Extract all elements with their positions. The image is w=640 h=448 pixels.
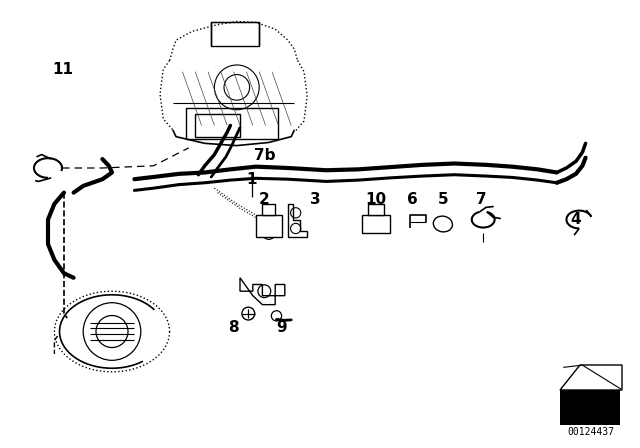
Text: 10: 10 <box>365 192 387 207</box>
Ellipse shape <box>433 216 452 232</box>
Bar <box>368 204 384 215</box>
Bar <box>362 215 390 233</box>
Text: 1: 1 <box>246 172 257 187</box>
Bar <box>262 204 275 215</box>
Bar <box>256 215 282 237</box>
Text: 5: 5 <box>438 192 448 207</box>
Text: 8: 8 <box>228 319 239 335</box>
Text: 4: 4 <box>571 212 581 227</box>
Bar <box>211 22 259 46</box>
Text: 3: 3 <box>310 192 320 207</box>
Text: 2: 2 <box>259 192 269 207</box>
Bar <box>560 390 620 425</box>
Text: 9: 9 <box>276 319 287 335</box>
Text: 00124437: 00124437 <box>568 427 614 437</box>
Text: 7: 7 <box>476 192 486 207</box>
Polygon shape <box>560 365 622 390</box>
Text: 6: 6 <box>408 192 418 207</box>
Bar <box>186 108 278 139</box>
Text: 11: 11 <box>52 62 73 77</box>
Text: 7b: 7b <box>253 148 275 164</box>
Bar <box>195 114 240 137</box>
